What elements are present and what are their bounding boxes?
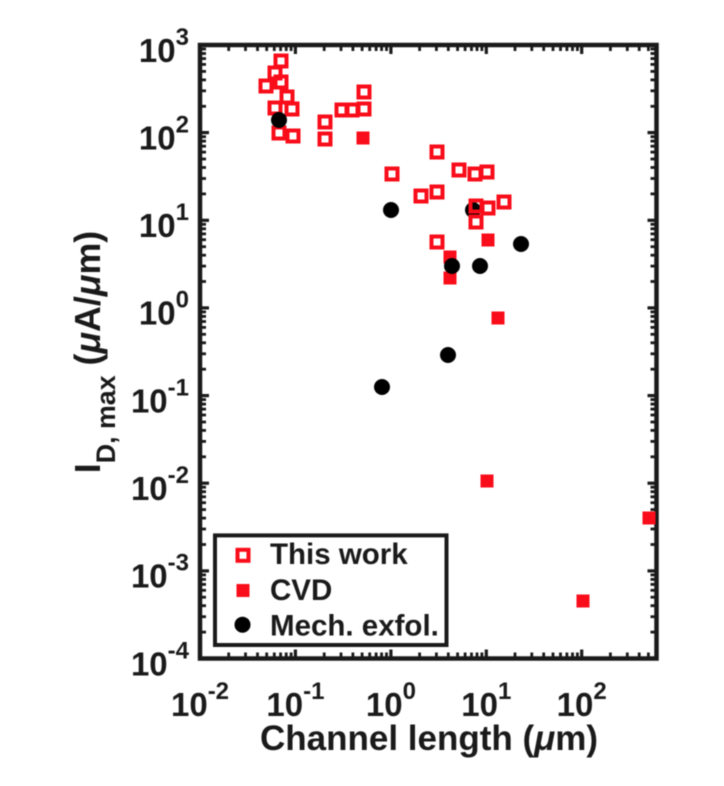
svg-text:This work: This work <box>270 538 408 571</box>
svg-text:101: 101 <box>139 199 189 244</box>
svg-text:Channel length (μm): Channel length (μm) <box>260 719 598 758</box>
svg-text:102: 102 <box>557 678 607 723</box>
svg-text:CVD: CVD <box>270 574 332 607</box>
svg-text:10-4: 10-4 <box>131 637 190 682</box>
svg-text:Mech. exfol.: Mech. exfol. <box>270 610 439 643</box>
